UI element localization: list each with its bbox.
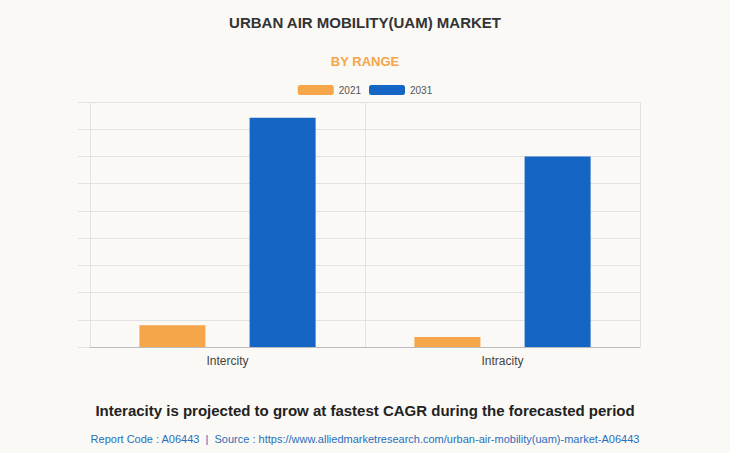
svg-text:2021: 2021 (339, 85, 362, 96)
svg-text:Intracity: Intracity (481, 354, 523, 368)
svg-text:Interacity is projected to gro: Interacity is projected to grow at faste… (95, 402, 634, 419)
svg-text:Intercity: Intercity (206, 354, 248, 368)
svg-text:2031: 2031 (410, 85, 433, 96)
svg-text:Report Code : A06443 | Sourc: Report Code : A06443 | Source : https://… (91, 433, 640, 445)
svg-text:URBAN AIR MOBILITY(UAM) MARKET: URBAN AIR MOBILITY(UAM) MARKET (229, 14, 501, 31)
svg-text:BY RANGE: BY RANGE (331, 54, 400, 69)
